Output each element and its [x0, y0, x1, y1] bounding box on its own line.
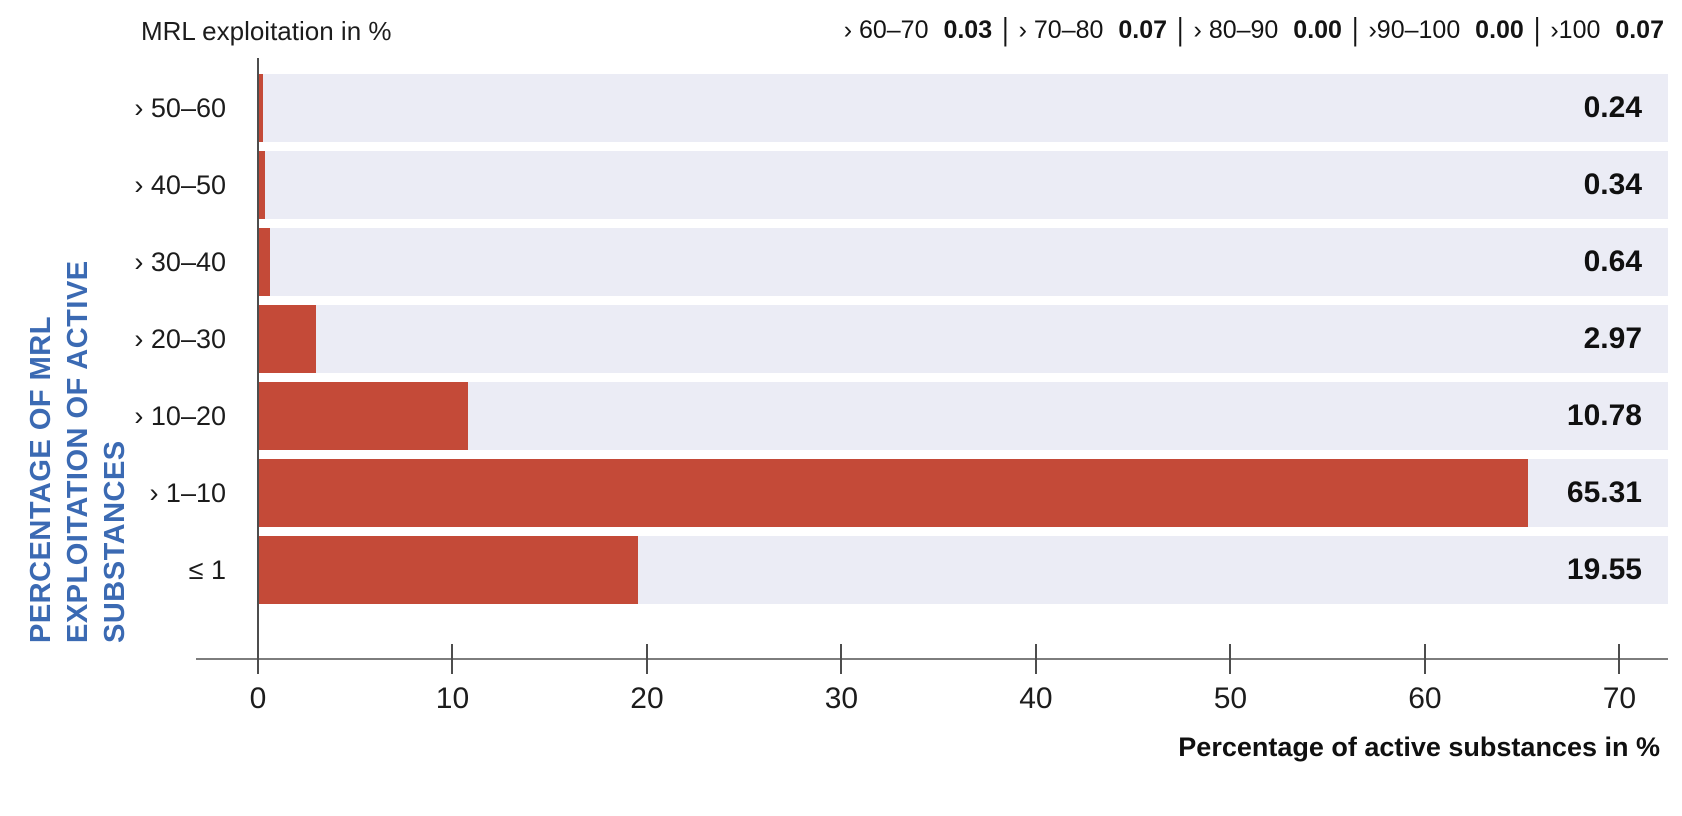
- x-tick-label: 60: [1408, 682, 1442, 715]
- x-tick-label: 30: [824, 682, 859, 715]
- x-tick-label: 70: [1602, 682, 1637, 715]
- category-label: › 40–50: [134, 170, 226, 200]
- legend-value: 0.00: [1475, 16, 1524, 44]
- x-tick-label: 50: [1213, 682, 1248, 715]
- x-axis-title: Percentage of active substances in %: [1178, 732, 1660, 762]
- bar-track: 10.78: [258, 382, 1668, 450]
- bar: [258, 459, 1529, 527]
- legend-separator: |: [1002, 12, 1009, 48]
- legend-range: › 60–70: [843, 16, 936, 44]
- category-label: › 50–60: [134, 93, 226, 123]
- bar: [258, 305, 316, 373]
- value-label: 2.97: [1583, 322, 1642, 355]
- legend-range: › 70–80: [1018, 16, 1111, 44]
- bar: [258, 74, 263, 142]
- x-tick-label: 40: [1019, 682, 1053, 715]
- chart-title: MRL exploitation in %: [141, 16, 392, 46]
- bar-track: 0.34: [258, 151, 1668, 219]
- x-tick: [1229, 644, 1232, 674]
- value-label: 0.24: [1583, 91, 1642, 124]
- value-label: 0.34: [1583, 168, 1642, 201]
- legend-value: 0.03: [943, 16, 993, 44]
- value-label: 0.64: [1583, 245, 1642, 278]
- category-labels: › 50–60 › 40–50 › 30–40 › 20–30 › 10–20 › 1–1…: [0, 74, 242, 613]
- bar: [258, 151, 265, 219]
- legend-value: 0.07: [1615, 16, 1664, 44]
- legend-value: 0.00: [1293, 16, 1342, 44]
- bar: [258, 228, 271, 296]
- category-label: › 30–40: [134, 247, 226, 277]
- bar: [258, 382, 468, 450]
- legend-value: 0.07: [1118, 16, 1168, 44]
- value-label: 65.31: [1566, 476, 1642, 509]
- x-tick-label: 10: [435, 682, 470, 715]
- bar-track: 0.24: [258, 74, 1668, 142]
- bar: [258, 536, 639, 604]
- legend-range: ›100: [1550, 16, 1608, 44]
- x-tick: [451, 644, 454, 674]
- legend-range: ›90–100: [1368, 16, 1468, 44]
- x-axis-line: [196, 658, 1668, 660]
- category-label: › 20–30: [134, 324, 226, 354]
- legend-separator: |: [1533, 12, 1541, 48]
- bar-track: 2.97: [258, 305, 1668, 373]
- x-tick: [840, 644, 843, 674]
- x-tick: [645, 644, 648, 674]
- legend-range: › 80–90: [1193, 16, 1286, 44]
- x-tick-label: 0: [249, 682, 267, 715]
- category-label: ≤ 1: [188, 555, 226, 585]
- bar-track: 65.31: [258, 459, 1668, 527]
- x-tick: [257, 644, 259, 674]
- x-tick: [1618, 644, 1621, 674]
- category-label: › 1–10: [149, 478, 226, 508]
- legend-separator: |: [1177, 12, 1184, 48]
- bar-track: 0.64: [258, 228, 1668, 296]
- value-label: 19.55: [1566, 553, 1642, 586]
- y-axis-line: [257, 58, 259, 658]
- bar-track: 19.55: [258, 536, 1668, 604]
- x-tick-label: 20: [630, 682, 664, 715]
- legend-separator: |: [1351, 12, 1359, 48]
- category-label: › 10–20: [134, 401, 226, 431]
- bars-area: 0.24 0.34 0.64 2.97 10.78 65.31 19.55: [258, 74, 1668, 613]
- value-label: 10.78: [1566, 399, 1642, 432]
- overflow-legend: › 60–70 0.03 | › 70–80 0.07 | › 80–90 0.00 | ›…: [843, 12, 1664, 47]
- x-tick: [1034, 644, 1037, 674]
- x-tick: [1423, 644, 1426, 674]
